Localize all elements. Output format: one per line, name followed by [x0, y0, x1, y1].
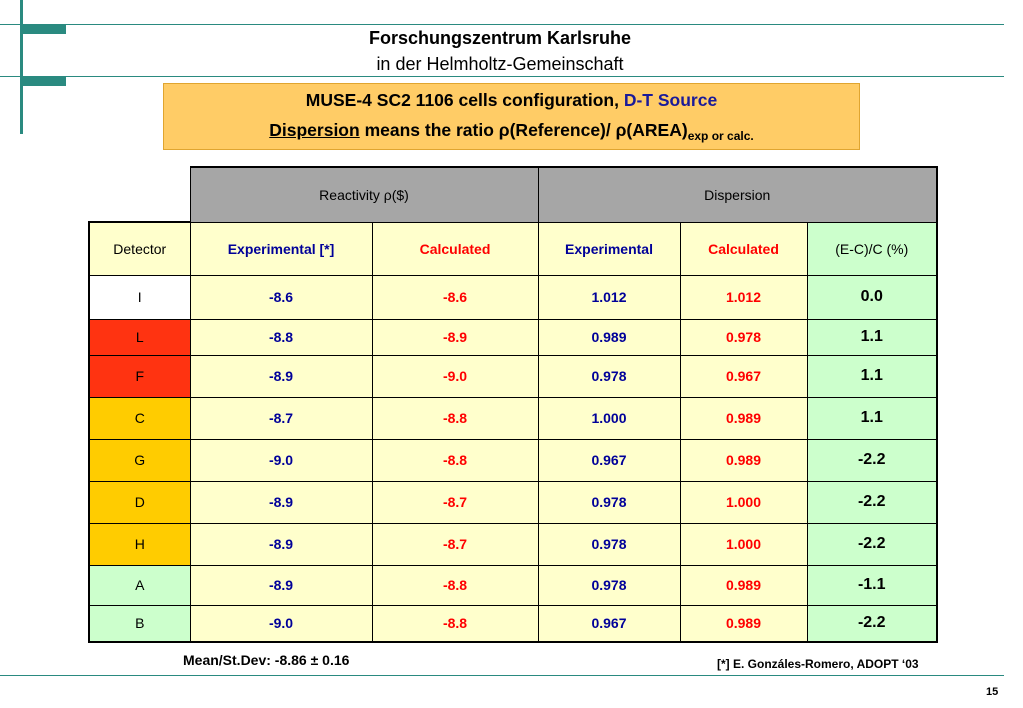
footer-rule — [0, 675, 1004, 676]
calc-dispersion-cell: 0.989 — [679, 604, 808, 643]
exp-dispersion-cell: 1.000 — [537, 396, 681, 440]
logo-bar-vertical — [20, 0, 23, 134]
ec-cell: -2.2 — [806, 480, 938, 524]
banner-definition: means the ratio ρ(Reference)/ ρ(AREA) — [359, 120, 688, 140]
table-row: I -8.6 -8.6 1.012 1.012 0.0 — [88, 274, 938, 320]
banner-subscript: exp or calc. — [687, 129, 754, 143]
ec-cell: -2.2 — [806, 438, 938, 482]
page-number: 15 — [986, 686, 999, 698]
calc-dispersion-cell: 0.989 — [679, 564, 808, 606]
exp-dispersion-cell: 1.012 — [537, 274, 681, 320]
calc-reactivity-cell: -8.8 — [371, 564, 539, 606]
calc-dispersion-cell: 1.012 — [679, 274, 808, 320]
col-calc-reactivity: Calculated — [371, 221, 539, 276]
exp-dispersion-cell: 0.967 — [537, 604, 681, 643]
table-corner — [89, 167, 190, 223]
ec-cell: -2.2 — [806, 522, 938, 566]
reference-note: [*] E. Gonzáles-Romero, ADOPT ‘03 — [717, 657, 919, 671]
institution-subtitle: in der Helmholtz-Gemeinschaft — [376, 54, 624, 74]
calc-dispersion-cell: 0.989 — [679, 438, 808, 482]
exp-dispersion-cell: 0.967 — [537, 438, 681, 482]
ec-cell: 1.1 — [806, 354, 938, 398]
calc-reactivity-cell: -8.6 — [371, 274, 539, 320]
detector-cell: L — [88, 318, 191, 356]
detector-cell: I — [88, 274, 191, 320]
table-row: A -8.9 -8.8 0.978 0.989 -1.1 — [88, 564, 938, 606]
calc-dispersion-cell: 1.000 — [679, 522, 808, 566]
calc-reactivity-cell: -8.7 — [371, 480, 539, 524]
table-row: H -8.9 -8.7 0.978 1.000 -2.2 — [88, 522, 938, 566]
exp-dispersion-cell: 0.978 — [537, 354, 681, 398]
slide-banner: MUSE-4 SC2 1106 cells configuration, D-T… — [163, 83, 860, 150]
banner-separator: , — [614, 90, 624, 110]
exp-dispersion-cell: 0.989 — [537, 318, 681, 356]
exp-reactivity-cell: -8.7 — [189, 396, 373, 440]
ec-cell: 0.0 — [806, 274, 938, 320]
exp-reactivity-cell: -9.0 — [189, 604, 373, 643]
exp-dispersion-cell: 0.978 — [537, 564, 681, 606]
table-row: C -8.7 -8.8 1.000 0.989 1.1 — [88, 396, 938, 440]
banner-dispersion-term: Dispersion — [269, 120, 360, 140]
logo-bar-mid — [20, 76, 66, 86]
banner-line-1: MUSE-4 SC2 1106 cells configuration, D-T… — [164, 90, 859, 111]
dispersion-group-header: Dispersion — [537, 166, 938, 223]
table-row: L -8.8 -8.9 0.989 0.978 1.1 — [88, 318, 938, 356]
detector-cell: F — [88, 354, 191, 398]
calc-dispersion-cell: 1.000 — [679, 480, 808, 524]
detector-cell: C — [88, 396, 191, 440]
detector-cell: A — [88, 564, 191, 606]
calc-dispersion-cell: 0.967 — [679, 354, 808, 398]
detector-cell: D — [88, 480, 191, 524]
header-rule-bottom — [0, 76, 1004, 77]
calc-reactivity-cell: -8.7 — [371, 522, 539, 566]
exp-reactivity-cell: -8.6 — [189, 274, 373, 320]
detector-cell: B — [88, 604, 191, 643]
col-ec: (E-C)/C (%) — [806, 221, 938, 276]
col-calc-dispersion: Calculated — [679, 221, 808, 276]
calc-reactivity-cell: -8.8 — [371, 604, 539, 643]
exp-dispersion-cell: 0.978 — [537, 480, 681, 524]
banner-config: MUSE-4 SC2 1106 cells configuration — [305, 90, 615, 110]
detector-cell: H — [88, 522, 191, 566]
exp-reactivity-cell: -8.9 — [189, 564, 373, 606]
calc-dispersion-cell: 0.978 — [679, 318, 808, 356]
calc-reactivity-cell: -9.0 — [371, 354, 539, 398]
col-detector: Detector — [88, 221, 191, 276]
ec-cell: -1.1 — [806, 564, 938, 606]
exp-reactivity-cell: -8.9 — [189, 480, 373, 524]
institution-title: Forschungszentrum Karlsruhe — [368, 28, 632, 48]
exp-dispersion-cell: 0.978 — [537, 522, 681, 566]
table-row: D -8.9 -8.7 0.978 1.000 -2.2 — [88, 480, 938, 524]
header-rule-top — [0, 24, 1004, 25]
table-row: G -9.0 -8.8 0.967 0.989 -2.2 — [88, 438, 938, 482]
calc-reactivity-cell: -8.8 — [371, 438, 539, 482]
results-table: Reactivity ρ($) Dispersion Detector Expe… — [88, 166, 938, 643]
logo-bar-top — [20, 24, 66, 34]
table-row: F -8.9 -9.0 0.978 0.967 1.1 — [88, 354, 938, 398]
calc-reactivity-cell: -8.8 — [371, 396, 539, 440]
calc-dispersion-cell: 0.989 — [679, 396, 808, 440]
exp-reactivity-cell: -9.0 — [189, 438, 373, 482]
ec-cell: -2.2 — [806, 604, 938, 643]
exp-reactivity-cell: -8.9 — [189, 522, 373, 566]
exp-reactivity-cell: -8.9 — [189, 354, 373, 398]
detector-cell: G — [88, 438, 191, 482]
banner-source: D-T Source — [623, 90, 718, 110]
table-row: B -9.0 -8.8 0.967 0.989 -2.2 — [88, 604, 938, 643]
mean-stdev: Mean/St.Dev: -8.86 ± 0.16 — [183, 652, 350, 668]
calc-reactivity-cell: -8.9 — [371, 318, 539, 356]
exp-reactivity-cell: -8.8 — [189, 318, 373, 356]
reactivity-group-header: Reactivity ρ($) — [189, 166, 539, 223]
ec-cell: 1.1 — [806, 318, 938, 356]
col-exp-reactivity: Experimental [*] — [189, 221, 373, 276]
banner-line-2: Dispersion means the ratio ρ(Reference)/… — [164, 120, 859, 143]
col-exp-dispersion: Experimental — [537, 221, 681, 276]
ec-cell: 1.1 — [806, 396, 938, 440]
